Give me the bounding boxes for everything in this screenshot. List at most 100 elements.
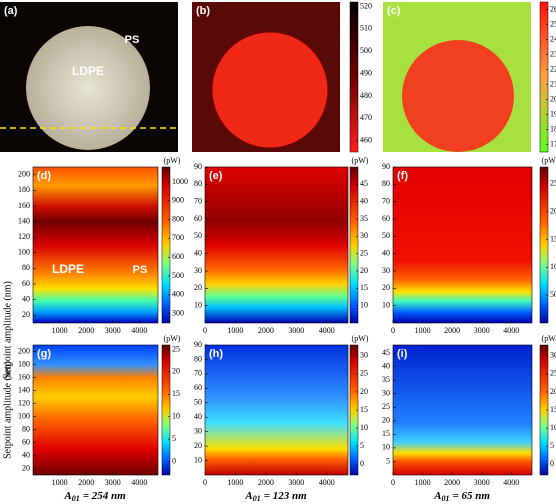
colorbar-tick-label: 800 bbox=[172, 214, 184, 223]
y-tick-label: 100 bbox=[18, 411, 30, 420]
y-tick-label: 30 bbox=[194, 266, 202, 275]
colorbar-tick-label: 15 bbox=[172, 389, 180, 398]
y-tick-label: 20 bbox=[382, 416, 390, 425]
heatmap bbox=[33, 345, 158, 475]
y-tick-label: 60 bbox=[382, 214, 390, 223]
colorbar-tick-label: 23 bbox=[550, 49, 556, 58]
colorbar-unit: (pW) bbox=[164, 334, 181, 343]
y-tick-label: 160 bbox=[18, 372, 30, 381]
colorbar-tick-label: 10 bbox=[360, 423, 368, 432]
x-tick-label: 2000 bbox=[444, 478, 460, 487]
y-tick-label: 50 bbox=[194, 398, 202, 407]
x-tick-label: 3000 bbox=[474, 326, 490, 335]
y-tick-label: 200 bbox=[18, 170, 30, 179]
y-tick-label: 120 bbox=[18, 398, 30, 407]
colorbar bbox=[161, 166, 171, 324]
colorbar-tick-label: 22 bbox=[550, 64, 556, 73]
x-tick-label: 1000 bbox=[227, 478, 243, 487]
y-tick-label: 40 bbox=[382, 361, 390, 370]
colorbar-tick-label: 25 bbox=[550, 369, 556, 378]
heatmap bbox=[393, 345, 532, 475]
colorbar-tick-label: 5 bbox=[172, 434, 176, 443]
y-tick-label: 10 bbox=[382, 443, 390, 452]
y-tick-label: 80 bbox=[194, 354, 202, 363]
y-tick-label: 120 bbox=[18, 232, 30, 241]
caption-text: = 254 nm bbox=[83, 490, 126, 502]
colorbar-unit: (pW) bbox=[164, 156, 181, 165]
colorbar-tick-label: 0 bbox=[172, 456, 176, 465]
x-tick-label: 2000 bbox=[444, 326, 460, 335]
colorbar-tick-label: 20 bbox=[360, 387, 368, 396]
region-label: PS bbox=[125, 34, 140, 46]
caption-text: = 123 nm bbox=[264, 490, 307, 502]
colorbar-tick-label: 0 bbox=[550, 459, 554, 468]
y-tick-label: 10 bbox=[194, 455, 202, 464]
colorbar-tick-label: 100 bbox=[550, 262, 556, 271]
plot-frame bbox=[32, 344, 159, 476]
plot-frame bbox=[32, 166, 159, 324]
colorbar bbox=[161, 344, 171, 476]
y-tick-label: 40 bbox=[194, 248, 202, 257]
y-tick-label: 25 bbox=[382, 402, 390, 411]
y-tick-label: 40 bbox=[22, 294, 30, 303]
caption-subscript: 01 bbox=[72, 494, 80, 503]
x-tick-label: 1000 bbox=[415, 326, 431, 335]
colorbar-tick-label: 900 bbox=[172, 196, 184, 205]
panel-label: (d) bbox=[37, 170, 51, 182]
colorbar-tick-label: 10 bbox=[360, 300, 368, 309]
plot-frame bbox=[392, 344, 533, 476]
colorbar-tick-label: 490 bbox=[360, 68, 372, 77]
y-tick-label: 90 bbox=[382, 162, 390, 171]
y-tick-label: 20 bbox=[22, 463, 30, 472]
y-tick-label: 20 bbox=[22, 310, 30, 319]
colorbar-tick-label: 510 bbox=[360, 24, 372, 33]
panel-label: (i) bbox=[397, 348, 408, 360]
colorbar-tick-label: 15 bbox=[360, 405, 368, 414]
region-label: PS bbox=[133, 264, 148, 276]
x-tick-label: 0 bbox=[203, 326, 207, 335]
colorbar-tick-label: 700 bbox=[172, 233, 184, 242]
y-tick-label: 20 bbox=[382, 283, 390, 292]
colorbar-tick-label: 200 bbox=[550, 206, 556, 215]
x-tick-label: 4000 bbox=[131, 478, 147, 487]
colorbar-tick-label: 0 bbox=[360, 459, 364, 468]
colorbar-tick-label: 300 bbox=[172, 308, 184, 317]
panel-label: (a) bbox=[4, 5, 18, 17]
y-tick-label: 60 bbox=[22, 279, 30, 288]
y-tick-label: 10 bbox=[194, 300, 202, 309]
caption: A01 = 254 nm bbox=[63, 490, 126, 503]
y-tick-label: 45 bbox=[382, 348, 390, 357]
y-tick-label: 20 bbox=[194, 283, 202, 292]
plot-frame bbox=[392, 166, 533, 324]
x-tick-label: 2000 bbox=[78, 326, 94, 335]
x-tick-label: 1000 bbox=[52, 326, 68, 335]
colorbar-tick-label: 25 bbox=[360, 248, 368, 257]
y-tick-label: 80 bbox=[22, 424, 30, 433]
caption-subscript: 01 bbox=[441, 494, 449, 503]
x-tick-label: 1000 bbox=[227, 326, 243, 335]
heatmap bbox=[205, 345, 348, 475]
region-label: LDPE bbox=[52, 262, 84, 276]
y-tick-label: 70 bbox=[194, 369, 202, 378]
y-tick-label: 60 bbox=[194, 214, 202, 223]
y-tick-label: 100 bbox=[18, 248, 30, 257]
panel-label: (h) bbox=[209, 348, 223, 360]
panel-label: (b) bbox=[196, 5, 210, 17]
ldpe-domain bbox=[26, 26, 150, 150]
y-tick-label: 80 bbox=[22, 263, 30, 272]
x-tick-label: 3000 bbox=[474, 478, 490, 487]
y-tick-label: 30 bbox=[194, 426, 202, 435]
y-tick-label: 40 bbox=[382, 248, 390, 257]
colorbar-tick-label: 10 bbox=[172, 412, 180, 421]
colorbar-tick-label: 5 bbox=[550, 441, 554, 450]
colorbar-tick-label: 25 bbox=[360, 369, 368, 378]
colorbar-tick-label: 20 bbox=[550, 387, 556, 396]
colorbar-tick-label: 18 bbox=[550, 124, 556, 133]
y-tick-label: 140 bbox=[18, 216, 30, 225]
plot-frame bbox=[204, 166, 349, 324]
caption: A01 = 65 nm bbox=[433, 490, 490, 503]
y-tick-label: 90 bbox=[194, 340, 202, 349]
x-tick-label: 3000 bbox=[105, 478, 121, 487]
x-tick-label: 4000 bbox=[319, 326, 335, 335]
